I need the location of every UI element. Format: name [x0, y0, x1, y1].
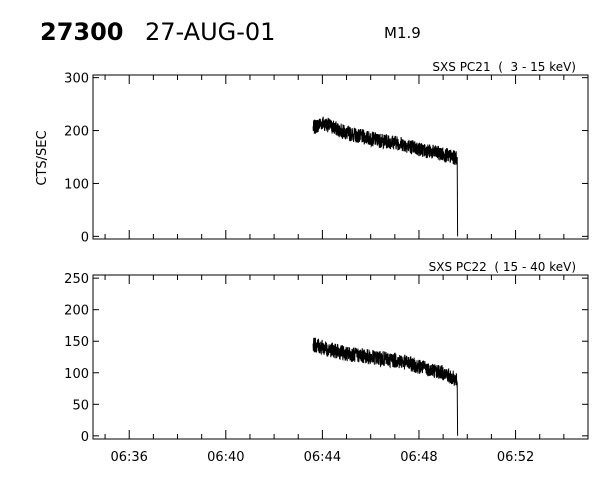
- panel-label-pc21: SXS PC21 ( 3 - 15 keV): [432, 60, 576, 74]
- series-line-pc21: [312, 116, 459, 237]
- flare-class: M1.9: [384, 24, 421, 42]
- y-tick-label: 200: [64, 125, 89, 140]
- y-tick-label: 0: [81, 230, 89, 245]
- panel-pc22: SXS PC22 ( 15 - 40 keV) 0 50 100 150 200 250: [64, 260, 589, 445]
- y-axis-label: CTS/SEC: [35, 130, 50, 185]
- y-tick-label: 250: [64, 272, 89, 287]
- y-ticks-pc22: 0 50 100 150 200 250: [64, 272, 588, 445]
- x-tick-label: 06:36: [110, 450, 147, 465]
- event-date: 27-AUG-01: [145, 18, 275, 46]
- y-tick-label: 100: [64, 367, 89, 382]
- x-tick-label: 06:48: [400, 450, 437, 465]
- panel-label-pc22: SXS PC22 ( 15 - 40 keV): [429, 260, 576, 274]
- x-ticks-pc21: [104, 75, 589, 239]
- x-tick-label: 06:40: [207, 450, 244, 465]
- event-id: 27300: [40, 18, 124, 46]
- y-tick-label: 200: [64, 304, 89, 319]
- plot-frame-pc21: [92, 74, 589, 240]
- series-line-pc22: [312, 337, 459, 436]
- x-tick-labels: 06:36 06:40 06:44 06:48 06:52: [110, 450, 534, 465]
- y-ticks-pc21: 0 100 200 300: [64, 72, 588, 245]
- x-ticks-pc22: [104, 275, 589, 439]
- y-tick-label: 50: [72, 398, 89, 413]
- y-tick-label: 150: [64, 335, 89, 350]
- x-tick-label: 06:52: [497, 450, 534, 465]
- y-tick-label: 0: [81, 430, 89, 445]
- x-tick-label: 06:44: [304, 450, 341, 465]
- y-tick-label: 100: [64, 177, 89, 192]
- panel-pc21: SXS PC21 ( 3 - 15 keV) CTS/SEC 0 100 200 30…: [35, 60, 589, 245]
- y-tick-label: 300: [64, 72, 89, 87]
- plot-frame-pc22: [92, 274, 589, 440]
